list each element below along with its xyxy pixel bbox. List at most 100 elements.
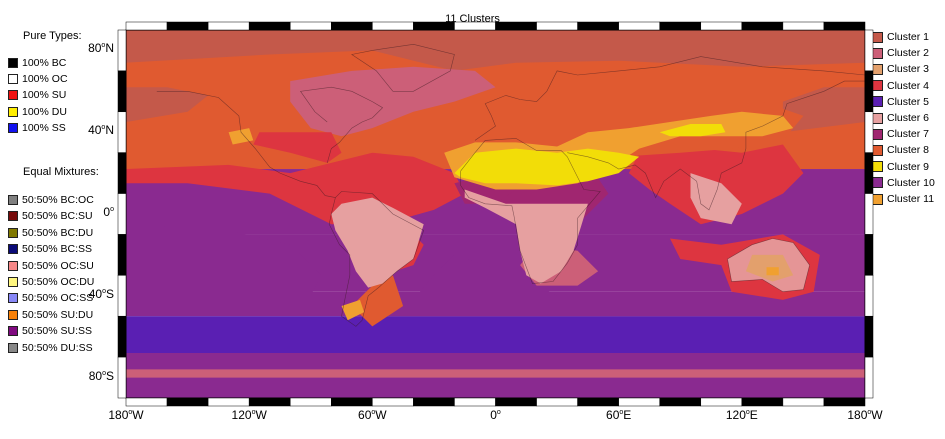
coastline: [474, 56, 866, 141]
mixture-label: 50:50% BC:SS: [22, 243, 93, 256]
map-frame-bottom: [495, 397, 537, 407]
map-frame-top: [741, 21, 784, 31]
degree-symbol: o: [102, 369, 106, 377]
map-frame-bottom: [782, 397, 825, 407]
latitude-value: 0: [103, 205, 111, 219]
degree-symbol: o: [110, 206, 114, 213]
longitude-value: 120: [725, 408, 746, 422]
longitude-label: 120oW: [232, 408, 267, 422]
pure-type-item: 100% DU: [8, 105, 67, 119]
longitude-label: 180oW: [847, 408, 882, 422]
latitude-label: 80oS: [89, 369, 114, 383]
map-frame-left: [117, 193, 127, 235]
mixture-item: 50:50% SU:SS: [8, 324, 92, 338]
degree-symbol: o: [619, 409, 624, 416]
legend-swatch: [8, 74, 18, 85]
pure-type-label: 100% SU: [22, 89, 67, 102]
hemisphere-letter: N: [105, 41, 114, 56]
mixture-label: 50:50% BC:SU: [22, 210, 93, 223]
map-frame-bottom: [207, 397, 250, 407]
cluster-label: Cluster 10: [887, 176, 935, 189]
cluster-label: Cluster 3: [887, 63, 930, 76]
cluster-1-region: [126, 30, 865, 71]
latitude-value: 80: [88, 368, 103, 383]
cluster-label: Cluster 9: [887, 160, 930, 173]
longitude-label: 60oW: [358, 408, 387, 422]
longitude-label: 120oE: [726, 408, 758, 422]
map-frame-left: [117, 70, 127, 113]
map-frame-left: [117, 275, 127, 317]
map-frame-top: [289, 21, 332, 31]
legend-swatch: [8, 277, 18, 287]
latitude-label: 40oS: [89, 287, 114, 301]
coastline: [328, 191, 425, 327]
hemisphere-letter: E: [749, 408, 758, 422]
latitude-value: 40: [88, 286, 103, 301]
degree-symbol: o: [867, 409, 872, 416]
pure-types-title: Pure Types:: [23, 30, 82, 42]
map-frame-top: [207, 21, 250, 31]
cluster-1-region: [782, 87, 865, 133]
degree-symbol: o: [128, 409, 133, 416]
coastline: [727, 238, 810, 293]
degree-symbol: o: [371, 409, 376, 416]
mixture-label: 50:50% DU:SS: [22, 341, 93, 354]
map-frame-top: [659, 21, 702, 31]
map-frame-bottom: [618, 397, 660, 407]
map-frame-top: [577, 21, 619, 31]
cluster-10-region: [351, 254, 865, 317]
legend-swatch: [8, 58, 18, 68]
cluster-9-region: [659, 124, 726, 137]
degree-symbol: o: [101, 124, 106, 132]
legend-swatch: [8, 309, 18, 320]
cluster-11-region: [766, 267, 779, 276]
longitude-value: 180: [108, 408, 129, 422]
cluster-label: Cluster 4: [887, 79, 930, 92]
mixture-item: 50:50% OC:SS: [8, 291, 93, 305]
map-frame-left: [117, 315, 127, 358]
mixture-label: 50:50% OC:SU: [22, 259, 94, 272]
map-frame-top: [331, 21, 373, 31]
map-frame-bottom: [741, 397, 784, 407]
mixture-item: 50:50% SU:DU: [8, 308, 93, 322]
map-frame-right: [864, 193, 874, 235]
cluster-2-region: [290, 66, 496, 137]
map-frame-top: [454, 21, 496, 31]
mixture-item: 50:50% BC:OC: [8, 193, 94, 207]
pure-type-label: 100% SS: [22, 121, 66, 134]
cluster-6-region: [690, 173, 742, 225]
map-frame-top: [700, 21, 743, 31]
map-frame-top: [248, 21, 291, 31]
legend-swatch: [8, 106, 18, 117]
map-frame-bottom: [700, 397, 743, 407]
pure-type-label: 100% OC: [22, 73, 68, 86]
map-frame-top: [536, 21, 578, 31]
legend-swatch: [8, 90, 18, 101]
hemisphere-letter: W: [375, 408, 387, 422]
latitude-value: 40: [88, 123, 102, 138]
degree-symbol: o: [101, 42, 106, 50]
cluster-11-region: [228, 128, 254, 145]
cluster-2-region: [126, 369, 865, 378]
pure-type-item: 100% BC: [8, 56, 66, 70]
hemisphere-letter: W: [255, 408, 267, 422]
mixture-item: 50:50% BC:SS: [8, 242, 92, 256]
map-frame-top: [413, 21, 455, 31]
map-frame-left: [117, 234, 127, 276]
map-frame-right: [864, 234, 874, 276]
cluster-label: Cluster 8: [887, 144, 930, 157]
cluster-6-region: [331, 197, 424, 288]
legend-swatch: [8, 122, 18, 133]
map-frame-top: [372, 21, 414, 31]
mixture-label: 50:50% OC:DU: [22, 276, 95, 288]
map-frame-bottom: [166, 397, 209, 407]
map-frame-top: [495, 21, 537, 31]
pure-type-item: 100% OC: [8, 72, 68, 86]
coastline: [351, 43, 455, 92]
legend-swatch: [8, 195, 18, 205]
map-frame-bottom: [413, 397, 455, 407]
hemisphere-letter: N: [105, 123, 114, 138]
equal-mixtures-title: Equal Mixtures:: [23, 166, 99, 178]
map-frame-left: [117, 111, 127, 153]
latitude-label: 80oN: [88, 41, 114, 55]
